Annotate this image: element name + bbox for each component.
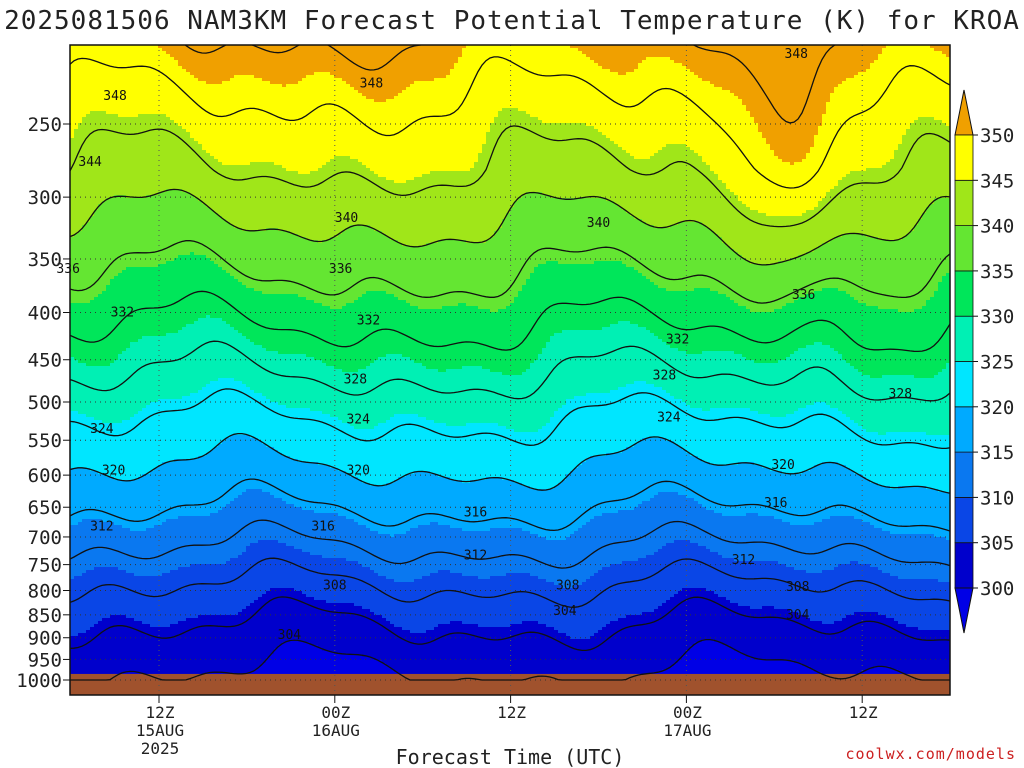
colorbar-swatch	[955, 497, 973, 542]
contour-label: 344	[78, 155, 102, 170]
contour-label: 332	[111, 306, 134, 321]
colorbar-swatch	[955, 180, 973, 225]
contour-label: 328	[653, 368, 676, 383]
colorbar-label: 340	[980, 216, 1014, 238]
contour-label: 340	[335, 211, 358, 226]
y-tick-label: 300	[28, 187, 62, 209]
x-tick-label: 12Z	[849, 703, 878, 722]
contour-label: 312	[464, 548, 487, 563]
contour-label: 312	[90, 520, 113, 535]
x-tick-label: 17AUG	[663, 721, 711, 740]
x-tick-label: 15AUG	[136, 721, 184, 740]
contour-label: 336	[329, 262, 352, 277]
x-tick-label: 2025	[141, 739, 180, 758]
colorbar-swatch	[955, 135, 973, 180]
y-tick-label: 950	[28, 649, 62, 671]
colorbar-swatch	[955, 407, 973, 452]
y-tick-label: 650	[28, 497, 62, 519]
contour-label: 312	[732, 553, 755, 568]
y-tick-label: 900	[28, 628, 62, 650]
y-tick-label: 500	[28, 392, 62, 414]
y-tick-label: 550	[28, 430, 62, 452]
contour-label: 332	[666, 333, 689, 348]
contour-label: 328	[344, 373, 367, 388]
colorbar-label: 345	[980, 170, 1014, 192]
pressure-axis: 2503003504004505005506006507007508008509…	[16, 114, 70, 692]
y-tick-label: 400	[28, 303, 62, 325]
x-tick-label: 12Z	[146, 703, 175, 722]
contour-label: 316	[311, 520, 334, 535]
colorbar-swatch	[955, 271, 973, 316]
contour-label: 336	[792, 288, 815, 303]
colorbar-label: 330	[980, 306, 1014, 328]
colorbar-swatch	[955, 452, 973, 497]
colorbar-swatch	[955, 226, 973, 271]
colorbar-label: 325	[980, 352, 1014, 374]
colorbar-under-arrow	[955, 588, 973, 633]
colorbar-label: 350	[980, 125, 1014, 147]
colorbar-swatch	[955, 543, 973, 588]
ground-strip	[70, 674, 950, 695]
contour-label: 304	[278, 628, 302, 643]
contour-label: 320	[102, 463, 125, 478]
x-axis-label: Forecast Time (UTC)	[396, 745, 625, 768]
y-tick-label: 850	[28, 605, 62, 627]
contour-label: 304	[553, 604, 577, 619]
contour-label: 348	[785, 47, 808, 62]
contour-label: 316	[464, 506, 487, 521]
contour-label: 324	[90, 422, 114, 437]
y-tick-label: 700	[28, 527, 62, 549]
colorbar-label: 300	[980, 578, 1014, 600]
y-tick-label: 750	[28, 555, 62, 577]
colorbar-label: 310	[980, 487, 1014, 509]
y-tick-label: 1000	[16, 670, 62, 692]
colorbar-swatch	[955, 316, 973, 361]
credit-link[interactable]: coolwx.com/models	[845, 745, 1016, 763]
colorbar-swatch	[955, 362, 973, 407]
y-tick-label: 350	[28, 249, 62, 271]
contour-label: 340	[587, 216, 610, 231]
x-tick-label: 00Z	[321, 703, 350, 722]
x-tick-label: 16AUG	[312, 721, 360, 740]
contour-label: 304	[786, 608, 810, 623]
colorbar-label: 320	[980, 397, 1014, 419]
colorbar: 300 305 310 315 320 325 330 335 340 345 350	[955, 90, 1014, 633]
colorbar-label: 335	[980, 261, 1014, 283]
contour-label: 348	[103, 89, 126, 104]
y-tick-label: 800	[28, 581, 62, 603]
contour-label: 348	[360, 77, 383, 92]
contour-label: 324	[657, 411, 681, 426]
colorbar-label: 305	[980, 533, 1014, 555]
colorbar-label: 315	[980, 442, 1014, 464]
colorbar-over-arrow	[955, 90, 973, 135]
y-tick-label: 600	[28, 465, 62, 487]
chart-title: 2025081506 NAM3KM Forecast Potential Tem…	[4, 6, 1020, 36]
contour-label: 308	[323, 578, 346, 593]
contour-label: 320	[346, 463, 369, 478]
x-tick-label: 00Z	[673, 703, 702, 722]
y-tick-label: 450	[28, 350, 62, 372]
x-tick-label: 12Z	[497, 703, 526, 722]
contour-label: 316	[764, 496, 787, 511]
contour-label: 308	[556, 578, 579, 593]
contour-label: 320	[771, 458, 794, 473]
contour-label: 328	[889, 387, 912, 402]
contour-label: 332	[357, 313, 380, 328]
contour-label: 308	[786, 580, 809, 595]
contour-label: 324	[346, 412, 370, 427]
y-tick-label: 250	[28, 114, 62, 136]
